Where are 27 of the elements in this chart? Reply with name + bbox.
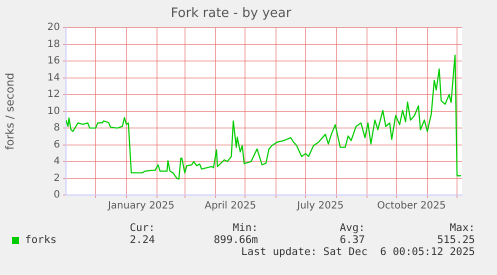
y-tick-label: 18 xyxy=(47,38,60,50)
text: Min: xyxy=(232,222,258,234)
y-tick-label: 4 xyxy=(54,156,60,168)
y-tick-label: 16 xyxy=(47,56,60,67)
y-tick-label: 0 xyxy=(54,190,60,201)
text: Max: xyxy=(450,222,475,234)
y-tick-label: 10 xyxy=(47,106,60,117)
y-tick-label: 8 xyxy=(54,122,60,134)
x-tick-label: April 2025 xyxy=(204,200,256,212)
text: 6.37 xyxy=(340,234,365,246)
text: 515.25 xyxy=(437,234,475,246)
y-tick-label: 20 xyxy=(47,22,60,34)
text: 2.24 xyxy=(130,234,155,246)
legend-label: forks xyxy=(25,234,57,246)
chart-title: Fork rate - by year xyxy=(170,6,292,22)
x-tick-label: October 2025 xyxy=(377,200,446,212)
y-tick-label: 6 xyxy=(54,139,60,150)
x-tick-label: January 2025 xyxy=(106,200,175,212)
text: Cur: xyxy=(130,222,155,234)
y-axis-title: forks / second xyxy=(3,72,16,150)
y-tick-label: 12 xyxy=(47,89,60,100)
text: 899.66m xyxy=(214,234,258,246)
text: Avg: xyxy=(340,222,365,234)
text: Last update: Sat Dec 6 00:05:12 2025 xyxy=(241,246,475,258)
y-tick-label: 14 xyxy=(47,72,60,84)
y-tick-label: 2 xyxy=(54,172,60,184)
x-tick-label: July 2025 xyxy=(296,200,344,212)
